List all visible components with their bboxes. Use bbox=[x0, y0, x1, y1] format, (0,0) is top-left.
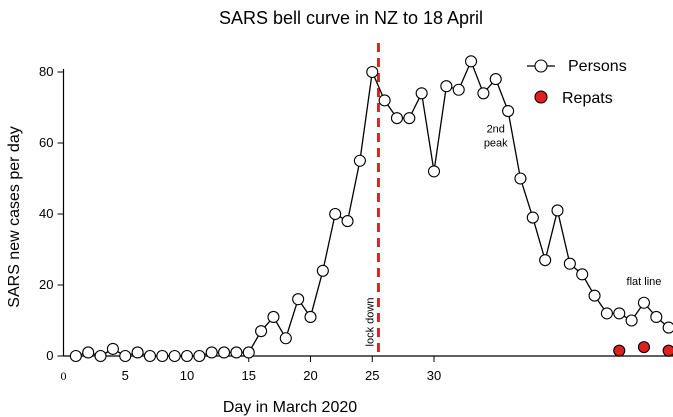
persons-point bbox=[489, 73, 502, 86]
persons-point bbox=[156, 349, 169, 363]
persons-point bbox=[662, 321, 673, 334]
legend-persons-label: Persons bbox=[568, 58, 627, 75]
x-tick-label: 30 bbox=[427, 368, 441, 383]
persons-point bbox=[69, 349, 82, 363]
y-tick-label: 80 bbox=[39, 64, 53, 79]
lockdown-label: lock down bbox=[364, 298, 376, 347]
annotation-flat-line: flat line bbox=[627, 276, 662, 288]
legend-repats-marker bbox=[534, 90, 548, 104]
x-axis-label: Day in March 2020 bbox=[223, 399, 357, 416]
persons-point bbox=[613, 307, 626, 320]
persons-point bbox=[415, 87, 428, 100]
persons-point bbox=[119, 349, 132, 363]
x-tick-label: 20 bbox=[303, 368, 317, 383]
annotation-line: peak bbox=[484, 137, 508, 149]
persons-point bbox=[563, 257, 576, 270]
persons-point bbox=[502, 105, 515, 118]
repats-point bbox=[662, 344, 673, 357]
persons-point bbox=[168, 349, 181, 363]
persons-point bbox=[279, 332, 292, 345]
persons-point bbox=[205, 346, 218, 359]
repats-point bbox=[637, 341, 651, 354]
persons-point bbox=[576, 268, 589, 281]
persons-point bbox=[106, 342, 119, 355]
persons-point bbox=[329, 207, 342, 221]
x-tick-label: 5 bbox=[122, 368, 129, 383]
persons-point bbox=[600, 307, 613, 320]
series-repats bbox=[613, 341, 673, 357]
persons-point bbox=[255, 325, 268, 338]
persons-point bbox=[82, 346, 95, 359]
persons-point bbox=[366, 65, 379, 79]
persons-point bbox=[143, 349, 156, 363]
y-axis-label: SARS new cases per day bbox=[6, 126, 23, 307]
series-group bbox=[69, 55, 673, 363]
persons-point bbox=[526, 211, 539, 224]
x-tick-label: 0 bbox=[61, 369, 67, 383]
persons-point bbox=[477, 87, 490, 100]
series-persons bbox=[69, 55, 673, 363]
persons-point bbox=[403, 112, 416, 125]
x-tick-label: 10 bbox=[180, 368, 194, 383]
y-tick-label: 40 bbox=[39, 206, 53, 221]
persons-point bbox=[304, 310, 317, 324]
persons-point bbox=[378, 94, 391, 107]
persons-point bbox=[427, 165, 441, 178]
persons-point bbox=[637, 296, 651, 309]
persons-point bbox=[94, 349, 107, 363]
persons-point bbox=[292, 293, 305, 306]
repats-point bbox=[613, 344, 626, 357]
persons-point bbox=[650, 310, 663, 324]
persons-point bbox=[267, 310, 280, 324]
persons-point bbox=[452, 83, 465, 96]
annotation-line: flat line bbox=[627, 276, 662, 288]
legend: Persons Repats bbox=[527, 58, 627, 107]
persons-point bbox=[625, 314, 638, 327]
persons-point bbox=[193, 349, 206, 363]
persons-point bbox=[539, 254, 552, 267]
persons-point bbox=[218, 346, 231, 359]
annotations-group: 2nd peak flat line bbox=[484, 123, 662, 288]
persons-point bbox=[341, 215, 354, 228]
persons-point bbox=[551, 204, 564, 217]
persons-point bbox=[180, 349, 194, 363]
y-tick-label: 20 bbox=[39, 277, 53, 292]
y-tick-label: 60 bbox=[39, 135, 53, 150]
persons-point bbox=[588, 289, 601, 302]
persons-point bbox=[316, 264, 329, 277]
persons-point bbox=[440, 80, 453, 93]
x-tick-label: 15 bbox=[242, 368, 256, 383]
y-tick-label: 0 bbox=[46, 348, 53, 363]
persons-point bbox=[230, 346, 243, 359]
persons-point bbox=[464, 55, 478, 68]
x-tick-label: 25 bbox=[365, 368, 379, 383]
legend-persons-marker bbox=[534, 59, 548, 73]
annotation-line: 2nd bbox=[487, 123, 505, 135]
lockdown-line-group: lock down bbox=[364, 43, 380, 356]
persons-point bbox=[242, 346, 255, 359]
chart-title: SARS bell curve in NZ to 18 April bbox=[219, 8, 483, 28]
annotation-2nd-peak: 2nd peak bbox=[484, 123, 508, 149]
persons-point bbox=[131, 346, 144, 359]
persons-point bbox=[514, 172, 527, 185]
persons-point bbox=[390, 112, 404, 125]
legend-repats-label: Repats bbox=[562, 90, 613, 107]
persons-point bbox=[353, 154, 366, 167]
axes: 0 20 40 60 80 0 5 10 15 20 25 30 bbox=[39, 64, 673, 383]
